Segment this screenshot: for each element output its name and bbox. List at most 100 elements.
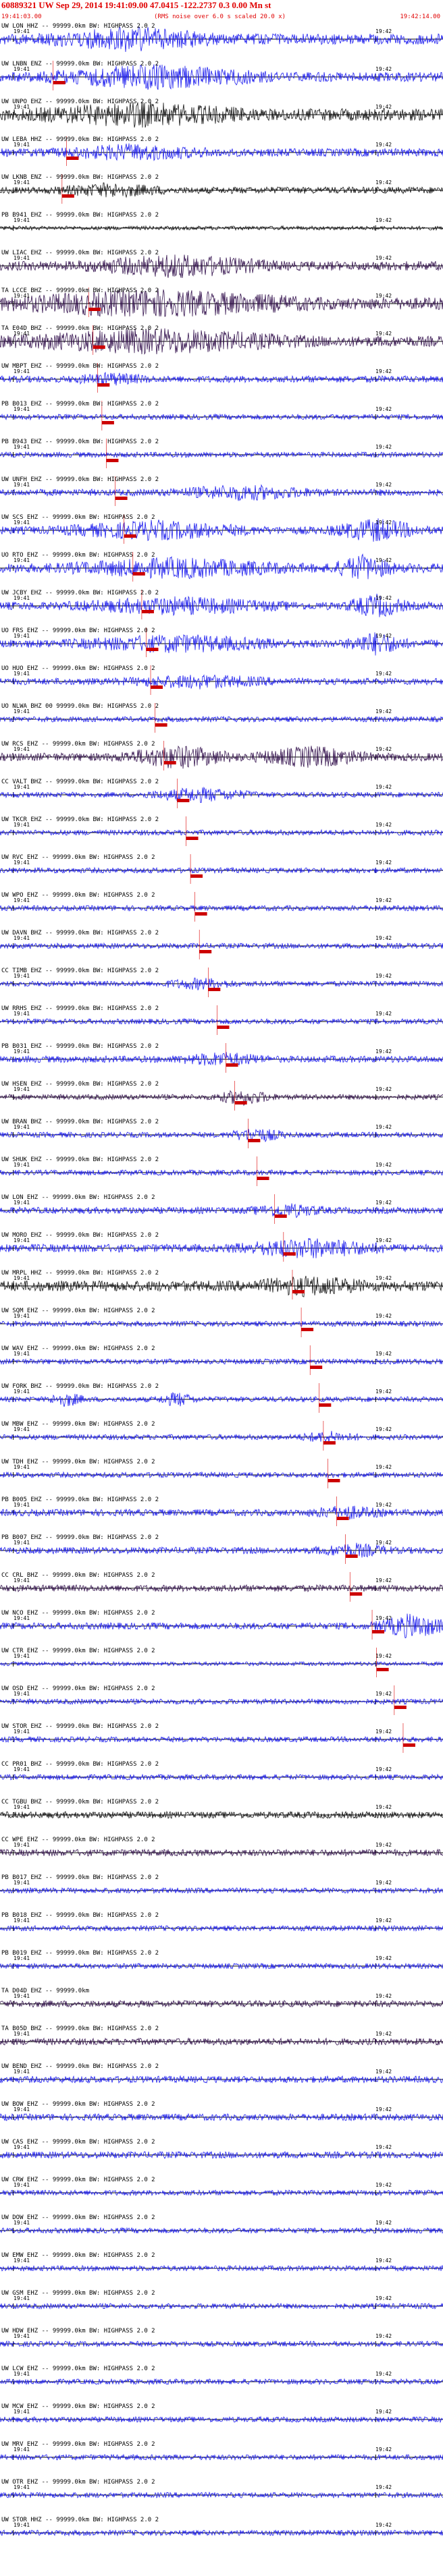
tick-label: 19:42: [375, 1766, 392, 1772]
station-label: UW OSD EHZ -- 99999.0km BW: HIGHPASS 2.0…: [1, 1685, 155, 1692]
tick-label: 19:41: [14, 746, 30, 752]
pick-marker: [151, 685, 163, 689]
trace-row: UW EMW EHZ -- 99999.0km BW: HIGHPASS 2.0…: [0, 2252, 443, 2282]
pick-marker: [328, 1479, 340, 1482]
station-label: UW WAV EHZ -- 99999.0km BW: HIGHPASS 2.0…: [1, 1345, 155, 1352]
tick-label: 19:42: [375, 1200, 392, 1206]
waveform-line: [0, 786, 443, 804]
tick-label: 19:42: [375, 633, 392, 639]
tick-label: 19:41: [14, 1880, 30, 1886]
pick-marker: [146, 648, 159, 651]
waveform-line: [0, 2415, 443, 2424]
waveform-line: [0, 2453, 443, 2461]
tick-label: 19:42: [375, 935, 392, 941]
pick-marker: [177, 799, 190, 802]
station-label: UW GSM EHZ -- 99999.0km BW: HIGHPASS 2.0…: [1, 2290, 155, 2297]
waveform: [0, 2264, 443, 2272]
waveform-line: [0, 2037, 443, 2046]
waveform: [0, 514, 443, 544]
tick-label: 19:42: [375, 331, 392, 337]
pick-marker: [274, 1214, 287, 1218]
tick-label: 19:41: [14, 104, 30, 110]
station-label: UW DOW EHZ -- 99999.0km BW: HIGHPASS 2.0…: [1, 2214, 155, 2221]
trace-row: UO RTO EHZ -- 99999.0km BW: HIGHPASS 2.0…: [0, 552, 443, 582]
waveform: [0, 2227, 443, 2235]
tick-label: 19:42: [375, 2484, 392, 2490]
station-label: CC PR01 BHZ -- 99999.0km BW: HIGHPASS 2.…: [1, 1761, 159, 1768]
pick-marker: [97, 383, 110, 387]
station-label: UO RTO EHZ -- 99999.0km BW: HIGHPASS 2.0…: [1, 552, 155, 559]
waveform-line: [0, 942, 443, 950]
tick-label: 19:42: [375, 217, 392, 223]
tick-label: 19:41: [14, 1729, 30, 1735]
station-label: UW HSEN EHZ -- 99999.0km BW: HIGHPASS 2.…: [1, 1081, 159, 1088]
waveform: [0, 2189, 443, 2197]
tick-label: 19:41: [14, 1577, 30, 1584]
waveform: [0, 136, 443, 166]
tick-label: 19:42: [375, 2333, 392, 2339]
waveform-line: [0, 1275, 443, 1297]
tick-label: 19:42: [375, 860, 392, 866]
trace-row: UO HUO EHZ -- 99999.0km BW: HIGHPASS 2.0…: [0, 665, 443, 695]
tick-label: 19:42: [375, 1917, 392, 1924]
waveform-line: [0, 2264, 443, 2272]
waveform: [0, 1005, 443, 1035]
tick-label: 19:42: [375, 104, 392, 110]
trace-row: UW MORO EHZ -- 99999.0km BW: HIGHPASS 2.…: [0, 1232, 443, 1262]
tick-label: 19:41: [14, 1615, 30, 1621]
trace-row: PB B019 EHZ -- 99999.0km BW: HIGHPASS 2.…: [0, 1950, 443, 1980]
waveform: [0, 1886, 443, 1895]
waveform-line: [0, 674, 443, 690]
tick-label: 19:42: [375, 1993, 392, 1999]
station-label: UW BOW EHZ -- 99999.0km BW: HIGHPASS 2.0…: [1, 2101, 155, 2108]
station-label: CC TIMB EHZ -- 99999.0km BW: HIGHPASS 2.…: [1, 968, 159, 974]
tick-label: 19:42: [375, 2409, 392, 2415]
trace-row: CC VALT BHZ -- 99999.0km BW: HIGHPASS 2.…: [0, 779, 443, 808]
tick-label: 19:42: [375, 293, 392, 299]
waveform: [0, 363, 443, 393]
waveform: [0, 2415, 443, 2424]
tick-label: 19:41: [14, 1917, 30, 1924]
trace-row: PB B943 EHZ -- 99999.0km BW: HIGHPASS 2.…: [0, 439, 443, 468]
station-label: PB B007 EHZ -- 99999.0km BW: HIGHPASS 2.…: [1, 1534, 159, 1541]
station-label: UW RVC EHZ -- 99999.0km BW: HIGHPASS 2.0…: [1, 854, 155, 861]
rms-note: (RMS noise over 6.0 s scaled 20.0 x): [154, 13, 286, 20]
waveform-line: [0, 1203, 443, 1219]
station-label: UW RRHS EHZ -- 99999.0km BW: HIGHPASS 2.…: [1, 1005, 159, 1012]
trace-row: PB B031 EHZ -- 99999.0km BW: HIGHPASS 2.…: [0, 1043, 443, 1073]
tick-label: 19:42: [375, 1729, 392, 1735]
waveform: [0, 101, 443, 128]
waveform: [0, 1345, 443, 1375]
trace-row: CC TIMB EHZ -- 99999.0km BW: HIGHPASS 2.…: [0, 968, 443, 997]
waveform: [0, 1119, 443, 1148]
waveform: [0, 627, 443, 657]
waveform-line: [0, 1505, 443, 1520]
waveform: [0, 1194, 443, 1224]
waveform: [0, 254, 443, 278]
trace-row: UW SHUK EHZ -- 99999.0km BW: HIGHPASS 2.…: [0, 1156, 443, 1186]
waveform-line: [0, 1017, 443, 1026]
tick-label: 19:42: [375, 1842, 392, 1848]
station-label: UO FRS EHZ -- 99999.0km BW: HIGHPASS 2.0…: [1, 627, 155, 634]
pick-marker: [217, 1026, 230, 1029]
station-label: UO NLWA BHZ 00 99999.0km BW: HIGHPASS 2.…: [1, 703, 159, 710]
waveform: [0, 1924, 443, 1932]
waveform-line: [0, 829, 443, 837]
station-label: PB B005 EHZ -- 99999.0km BW: HIGHPASS 2.…: [1, 1496, 159, 1503]
station-label: UW MORO EHZ -- 99999.0km BW: HIGHPASS 2.…: [1, 1232, 159, 1239]
pick-marker: [283, 1252, 296, 1256]
trace-row: UW LEBA HHZ -- 99999.0km BW: HIGHPASS 2.…: [0, 136, 443, 166]
station-label: UW MCW EHZ -- 99999.0km BW: HIGHPASS 2.0…: [1, 2403, 155, 2410]
waveform-line: [0, 64, 443, 90]
tick-label: 19:41: [14, 935, 30, 941]
waveform-line: [0, 1051, 443, 1066]
tick-label: 19:42: [375, 1351, 392, 1357]
tick-label: 19:41: [14, 2069, 30, 2075]
tick-label: 19:42: [375, 1653, 392, 1659]
station-label: UW CAS EHZ -- 99999.0km BW: HIGHPASS 2.0…: [1, 2139, 155, 2146]
tick-label: 19:41: [14, 142, 30, 148]
waveform: [0, 1848, 443, 1857]
trace-row: UW NCO EHZ -- 99999.0km BW: HIGHPASS 2.0…: [0, 1610, 443, 1640]
station-label: UO HUO EHZ -- 99999.0km BW: HIGHPASS 2.0…: [1, 665, 155, 672]
waveform: [0, 2112, 443, 2122]
